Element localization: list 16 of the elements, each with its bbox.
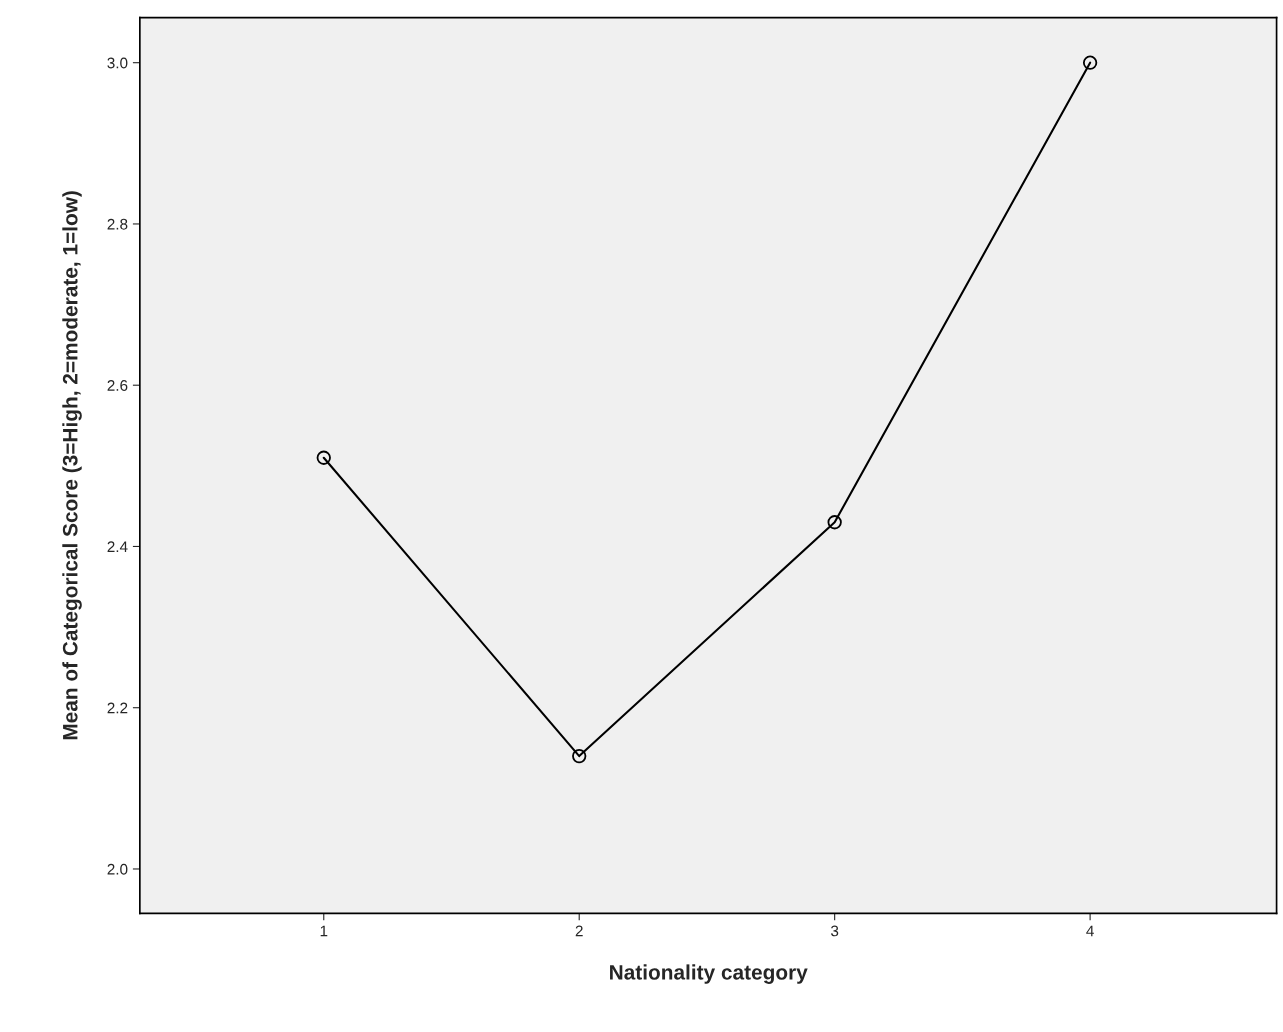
y-tick-label: 2.2 [107, 702, 128, 714]
x-tick-label: 4 [1086, 925, 1094, 937]
point [572, 748, 587, 764]
y-tick-label: 2.0 [107, 863, 128, 875]
x-tick-label: 1 [320, 925, 328, 937]
y-tick-label: 2.4 [107, 541, 128, 552]
x-tick-label: 3 [831, 925, 839, 937]
point [1082, 55, 1098, 70]
point [316, 450, 331, 465]
y-tick-label: 3.0 [107, 57, 128, 69]
x-axis-title: Nationality category [610, 964, 808, 984]
y-axis-title: Mean of Categorical Score (3=High, 2=moderate, 1=low) [62, 191, 82, 740]
y-tick-label: 2.8 [107, 218, 128, 230]
x-tick-label: 2 [575, 925, 583, 937]
y-tick-label: 2.6 [107, 380, 128, 391]
point [827, 515, 842, 530]
